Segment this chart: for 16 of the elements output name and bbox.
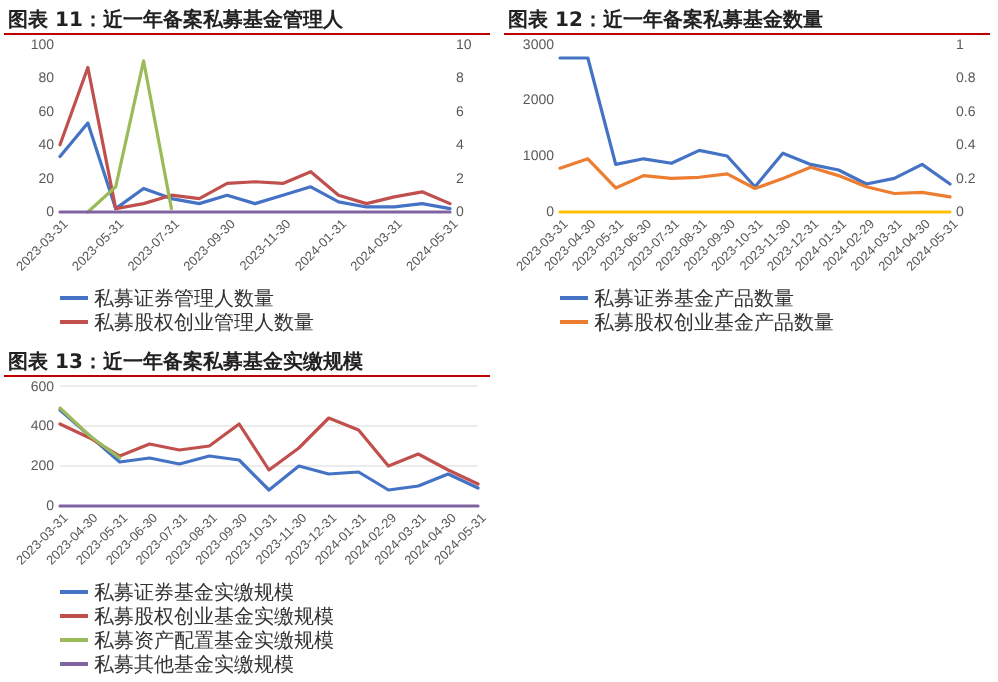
legend-label: 私募股权创业基金产品数量 [594,311,834,335]
chart-title: 图表 13：近一年备案私募基金实缴规模 [8,350,365,374]
legend-label: 私募资产配置基金实缴规模 [94,629,334,653]
line-series [558,56,952,189]
legend-label: 私募证券基金实缴规模 [94,581,294,605]
line-series [58,121,452,211]
chart-title: 图表 12：近一年备案私募基金数量 [508,8,823,32]
legend-label: 私募股权创业基金实缴规模 [94,605,334,629]
legend-label: 私募证券基金产品数量 [594,287,794,311]
line-series [58,65,452,211]
legend-label: 私募证券管理人数量 [94,287,274,311]
line-series [86,59,174,214]
legend-label: 私募其他基金实缴规模 [94,653,294,677]
legend-label: 私募股权创业管理人数量 [94,311,314,335]
chart-title: 图表 11：近一年备案私募基金管理人 [8,8,345,32]
line-series [558,157,952,199]
